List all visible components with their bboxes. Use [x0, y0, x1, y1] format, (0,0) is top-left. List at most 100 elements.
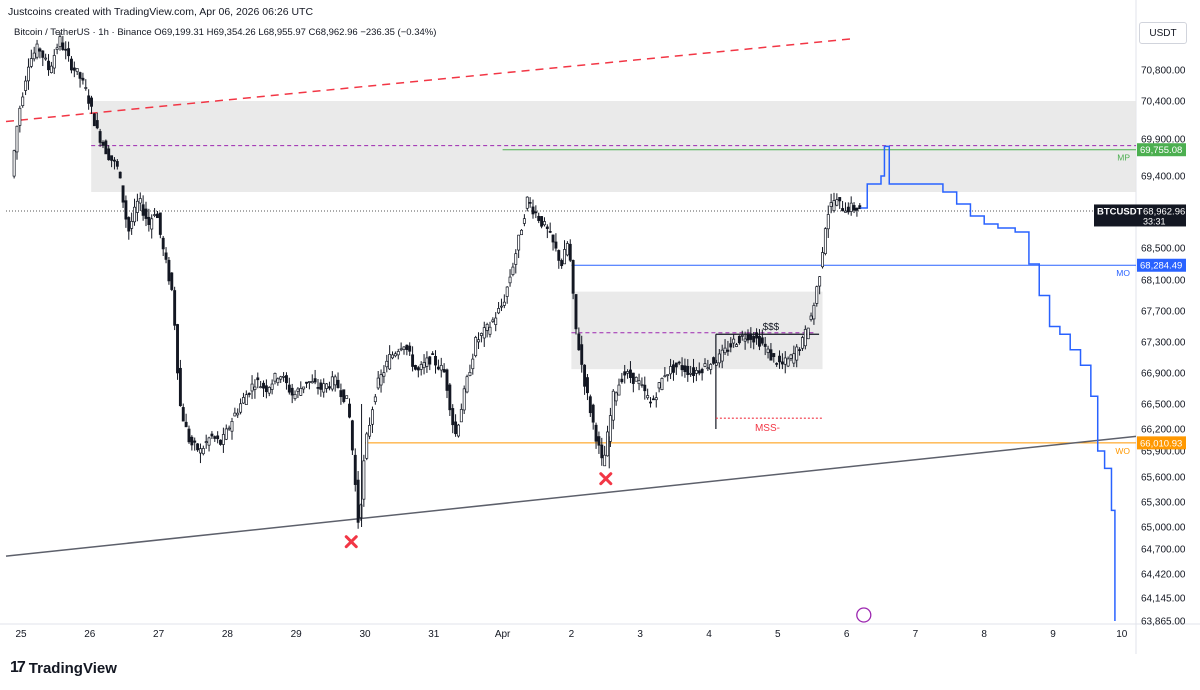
- candle-body: [838, 197, 842, 202]
- candle-body: [448, 384, 452, 411]
- candle-body: [405, 344, 409, 350]
- event-bolt-icon[interactable]: [856, 607, 872, 623]
- candle-body: [606, 431, 609, 457]
- time-tick-label: 29: [291, 629, 303, 640]
- time-tick-label: 30: [359, 629, 371, 640]
- candle-body: [293, 394, 297, 399]
- candle-body: [61, 42, 65, 50]
- candle-body: [737, 335, 741, 344]
- price-tick-label: 66,900.00: [1141, 369, 1186, 380]
- candle-body: [144, 208, 148, 219]
- candle-body: [216, 435, 220, 440]
- time-tick-label: 7: [913, 629, 919, 640]
- candle-body: [38, 48, 42, 52]
- candle-body: [631, 372, 635, 384]
- price-tick-label: 68,100.00: [1141, 276, 1186, 287]
- candle-body: [545, 226, 549, 229]
- level-tag-price: 68,284.49: [1140, 261, 1182, 272]
- candle-body: [806, 327, 810, 340]
- candle-body: [219, 439, 222, 445]
- candle-body: [201, 448, 205, 455]
- price-tick-label: 66,500.00: [1141, 400, 1186, 411]
- candle-body: [514, 253, 518, 265]
- candle-body: [792, 353, 796, 364]
- candle-body: [594, 424, 598, 442]
- candle-body: [694, 369, 698, 374]
- liquidity-label: $$$: [763, 322, 780, 333]
- price-tick-label: 66,200.00: [1141, 425, 1186, 436]
- candle-body: [138, 198, 142, 204]
- candle-body: [239, 403, 243, 413]
- candle-body: [502, 301, 506, 306]
- candle-body: [250, 383, 254, 392]
- candle-body: [113, 159, 116, 162]
- candle-body: [683, 365, 687, 373]
- candle-body: [674, 362, 678, 368]
- candle-body: [44, 57, 48, 60]
- candle-body: [92, 113, 96, 127]
- candle-body: [373, 396, 377, 403]
- projection-path: [860, 145, 1116, 621]
- candle-body: [700, 368, 704, 374]
- candle-body: [454, 421, 458, 435]
- time-tick-label: 25: [15, 629, 27, 640]
- candle-body: [187, 428, 191, 443]
- quote-currency[interactable]: USDT: [1139, 22, 1187, 44]
- candle-body: [414, 365, 417, 370]
- candle-body: [285, 375, 288, 384]
- candle-body: [568, 243, 572, 261]
- candle-body: [841, 208, 845, 212]
- tradingview-brand: 17 TradingView: [10, 659, 117, 677]
- candle-body: [442, 369, 446, 373]
- candle-body: [391, 354, 394, 359]
- close-value: C68,962.96: [308, 27, 358, 38]
- candle-body: [669, 366, 673, 375]
- candle-body: [399, 348, 403, 351]
- candle-body: [230, 421, 234, 432]
- candle-body: [640, 384, 644, 386]
- candle-body: [319, 382, 323, 390]
- candle-body: [528, 202, 532, 204]
- candle-body: [760, 337, 764, 344]
- candle-body: [207, 437, 211, 446]
- price-tag-bg: [1137, 258, 1186, 272]
- candle-body: [58, 36, 62, 47]
- candle-body: [608, 415, 612, 442]
- level-tag-price: 69,755.08: [1140, 145, 1182, 156]
- candle-body: [758, 335, 761, 347]
- candle-body: [763, 343, 767, 347]
- candle-body: [385, 360, 389, 368]
- tradingview-logo-icon: 17: [10, 659, 26, 676]
- candle-body: [47, 60, 50, 71]
- candle-body: [554, 241, 558, 249]
- candle-body: [560, 260, 564, 267]
- candle-body: [98, 131, 102, 143]
- candle-body: [537, 215, 541, 221]
- price-tick-label: 63,865.00: [1141, 617, 1186, 628]
- candle-body: [543, 221, 546, 226]
- candle-body: [18, 107, 22, 126]
- candle-body: [611, 390, 615, 421]
- candle-body: [115, 161, 119, 167]
- candle-body: [322, 383, 326, 393]
- candle-body: [522, 218, 526, 224]
- candle-body: [67, 48, 71, 57]
- price-tick-label: 70,800.00: [1141, 66, 1186, 77]
- candle-body: [350, 420, 354, 451]
- candle-body: [204, 441, 208, 443]
- candle-body: [778, 355, 781, 363]
- candle-body: [755, 332, 759, 339]
- time-tick-label: 27: [153, 629, 165, 640]
- candle-body: [396, 351, 400, 356]
- candle-body: [279, 376, 283, 380]
- candle-body: [826, 214, 830, 230]
- candle-body: [411, 354, 415, 367]
- candle-body: [812, 305, 816, 320]
- candle-body: [287, 384, 291, 393]
- symbol-name[interactable]: Bitcoin / TetherUS · 1h · Binance: [14, 27, 152, 38]
- candle-body: [52, 55, 56, 69]
- candle-body: [75, 68, 79, 73]
- candle-body: [729, 343, 733, 348]
- candle-body: [525, 196, 529, 209]
